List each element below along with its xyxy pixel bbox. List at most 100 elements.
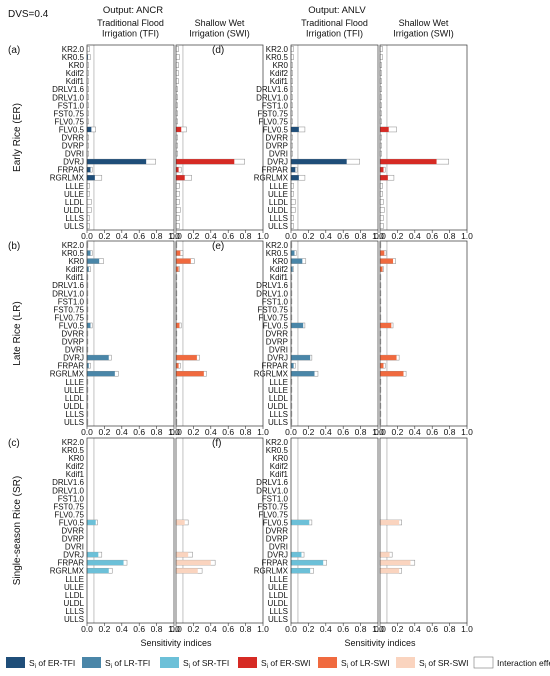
category-tick-label: LLDL bbox=[269, 591, 289, 600]
si-bar bbox=[176, 519, 185, 525]
legend-label: Si of ER-TFI bbox=[29, 658, 75, 670]
interaction-bar bbox=[175, 78, 179, 84]
si-bar bbox=[176, 266, 179, 272]
x-tick-label: 0.4 bbox=[320, 624, 332, 634]
interaction-bar bbox=[379, 54, 383, 60]
row-labels: Early Rice (ER) Late Rice (LR) Single-seas… bbox=[12, 103, 23, 585]
si-bar bbox=[87, 371, 115, 377]
si-bar bbox=[176, 126, 182, 132]
category-tick-label: RGRLMX bbox=[254, 370, 289, 379]
x-tick-label: 0.6 bbox=[426, 231, 438, 241]
category-tick-label: FLV0.75 bbox=[54, 117, 84, 126]
category-tick-label: LLLS bbox=[269, 410, 288, 419]
x-tick-label: 0.4 bbox=[116, 231, 128, 241]
si-bar bbox=[176, 167, 179, 173]
category-tick-label: Kdif1 bbox=[270, 77, 289, 86]
si-bar bbox=[291, 167, 296, 173]
x-tick-label: 0.8 bbox=[355, 624, 367, 634]
category-tick-label: RGRLMX bbox=[50, 567, 85, 576]
category-tick-label: ULDL bbox=[64, 402, 85, 411]
x-tick-label: 0.4 bbox=[320, 231, 332, 241]
subplot-LR-TFI: 0.0 0.2 0.4 0.6 0.8 1.0 bbox=[81, 240, 180, 437]
category-tick-label: FST1.0 bbox=[262, 297, 289, 306]
x-tick-label: 0.0 bbox=[285, 624, 297, 634]
category-tick-label: Kdif2 bbox=[66, 69, 85, 78]
legend-label: Si of LR-TFI bbox=[105, 658, 150, 670]
si-bar bbox=[291, 552, 302, 558]
category-tick-label: DVRP bbox=[266, 142, 288, 151]
x-tick-label: 0.4 bbox=[116, 624, 128, 634]
subplot-ER-SWI: 0.0 0.2 0.4 0.6 0.8 1.0 bbox=[170, 44, 269, 241]
x-tick-label: 0.6 bbox=[222, 427, 234, 437]
interaction-bar bbox=[175, 183, 180, 189]
si-bar bbox=[87, 126, 92, 132]
si-bar bbox=[380, 258, 394, 264]
interaction-bar bbox=[175, 223, 180, 229]
x-tick-label: 0.4 bbox=[409, 231, 421, 241]
category-tick-label: FLV0.5 bbox=[59, 518, 85, 527]
interaction-bar bbox=[290, 215, 294, 221]
si-bar bbox=[176, 363, 179, 369]
interaction-bar bbox=[86, 183, 90, 189]
category-tick-label: RGRLMX bbox=[254, 174, 289, 183]
category-tick-label: DVRP bbox=[62, 142, 84, 151]
x-tick-label: 0.6 bbox=[133, 231, 145, 241]
x-tick-label: 0.6 bbox=[426, 427, 438, 437]
si-bar bbox=[380, 519, 400, 525]
category-tick-label: FLV0.75 bbox=[258, 117, 288, 126]
column-header: Shallow Wet Irrigation (SWI) bbox=[189, 18, 250, 39]
interaction-bar bbox=[290, 183, 294, 189]
x-tick-label: 0.6 bbox=[222, 624, 234, 634]
si-bar bbox=[176, 568, 198, 574]
category-tick-label: LLDL bbox=[269, 394, 289, 403]
category-tick-label: LLLE bbox=[65, 575, 84, 584]
row-label: Single-season Rice (SR) bbox=[12, 476, 23, 586]
panel-f: (f) KR2.0KR0.5KR0Kdif2Kdif1DRLV1.6DRLV1.0… bbox=[212, 437, 473, 634]
category-tick-label: DVRI bbox=[65, 543, 84, 552]
category-tick-label: LLDL bbox=[65, 394, 85, 403]
category-tick-label: ULLE bbox=[64, 190, 84, 199]
si-bar bbox=[380, 568, 400, 574]
subplot-frame bbox=[290, 44, 379, 231]
legend-item: Si of SR-SWI bbox=[396, 657, 469, 670]
si-bar bbox=[380, 560, 411, 566]
x-tick-label: 0.8 bbox=[240, 427, 252, 437]
legend-swatch bbox=[82, 657, 101, 668]
si-bar bbox=[176, 258, 191, 264]
subplot-frame bbox=[175, 437, 264, 624]
subplot-LR-SWI: 0.0 0.2 0.4 0.6 0.8 1.0 bbox=[374, 240, 473, 437]
column-header: Traditional Flood Irrigation (TFI) bbox=[301, 18, 368, 39]
category-tick-label: DVRR bbox=[61, 527, 84, 536]
legend-item: Si of ER-TFI bbox=[6, 657, 75, 670]
category-tick-label: Kdif2 bbox=[66, 265, 85, 274]
x-tick-label: 0.6 bbox=[337, 231, 349, 241]
x-tick-label: 0.2 bbox=[302, 427, 314, 437]
legend-item: Si of LR-TFI bbox=[82, 657, 150, 670]
category-tick-label: FST1.0 bbox=[58, 494, 85, 503]
category-tick-label: LLLE bbox=[269, 182, 288, 191]
x-tick-label: 0.2 bbox=[302, 624, 314, 634]
category-tick-label: LLLS bbox=[65, 607, 84, 616]
subplot-frame bbox=[175, 44, 264, 231]
interaction-bar bbox=[290, 54, 294, 60]
category-tick-label: DRLV1.6 bbox=[256, 85, 288, 94]
category-tick-label: KR0 bbox=[68, 257, 84, 266]
interaction-bar bbox=[86, 215, 90, 221]
category-tick-label: DVRR bbox=[265, 527, 288, 536]
category-tick-label: KR0 bbox=[68, 454, 84, 463]
interaction-bar bbox=[379, 199, 384, 205]
si-bar bbox=[291, 355, 311, 361]
interaction-bar bbox=[175, 46, 179, 52]
si-bar bbox=[380, 159, 437, 165]
x-tick-label: 0.6 bbox=[133, 427, 145, 437]
interaction-bar bbox=[175, 207, 181, 213]
category-tick-label: FST0.75 bbox=[53, 502, 84, 511]
x-tick-label: 0.8 bbox=[151, 231, 163, 241]
panel-a: (a) KR2.0KR0.5KR0Kdif2Kdif1DRLV1.6DRLV1.0… bbox=[8, 44, 269, 241]
category-tick-label: ULLE bbox=[64, 583, 84, 592]
category-tick-label: DVRI bbox=[65, 346, 84, 355]
si-bar bbox=[87, 519, 96, 525]
subplot-frame bbox=[86, 240, 175, 427]
category-tick-label: ULLS bbox=[64, 418, 84, 427]
category-tick-label: DVRI bbox=[269, 150, 288, 159]
